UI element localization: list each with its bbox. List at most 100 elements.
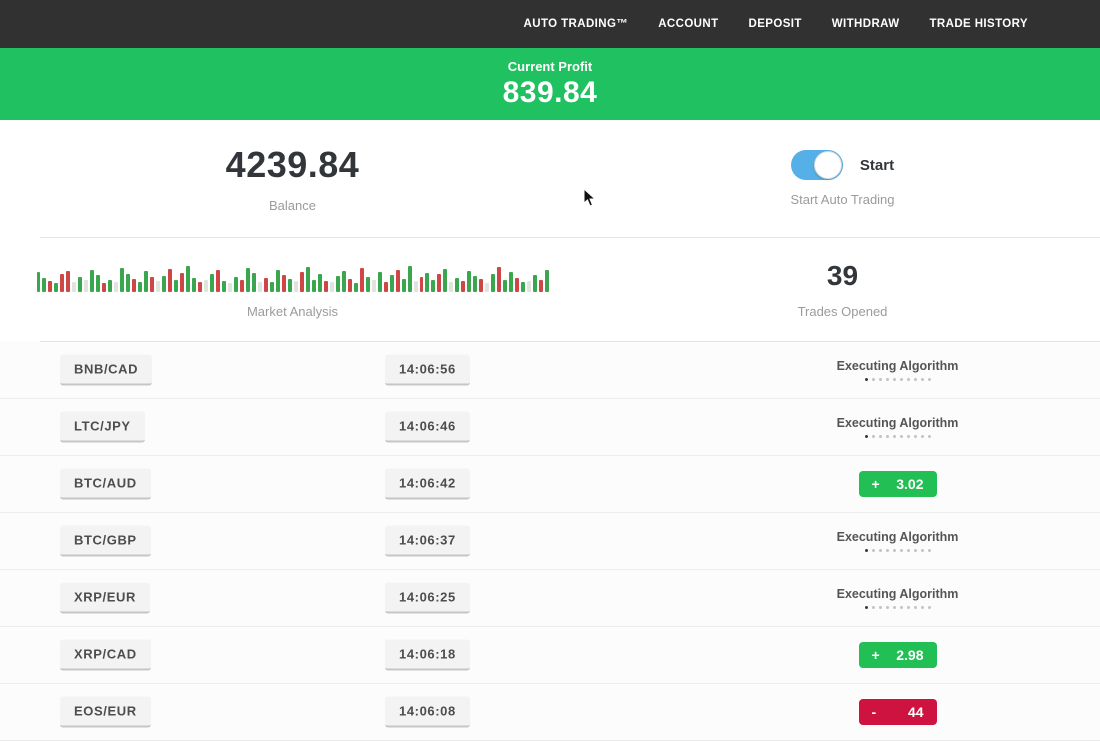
current-profit-banner: Current Profit 839.84 bbox=[0, 48, 1100, 120]
progress-dot bbox=[892, 606, 896, 609]
chart-bar bbox=[359, 268, 364, 292]
progress-dot bbox=[927, 606, 931, 609]
chart-bar bbox=[72, 282, 77, 292]
chart-bar bbox=[60, 274, 65, 292]
progress-dot bbox=[878, 606, 882, 609]
progress-dot bbox=[920, 378, 924, 381]
trade-time-badge: 14:06:56 bbox=[385, 354, 470, 386]
nav-item-account[interactable]: ACCOUNT bbox=[658, 18, 719, 30]
chart-bar bbox=[431, 280, 436, 292]
progress-dot bbox=[927, 549, 931, 552]
chart-bar bbox=[365, 277, 370, 292]
trade-pair-badge: BTC/GBP bbox=[60, 525, 151, 557]
chart-bar bbox=[228, 283, 232, 292]
trades-opened-block: 39 Trades Opened bbox=[585, 238, 1100, 341]
chart-bar bbox=[521, 282, 526, 292]
chart-bar bbox=[299, 272, 304, 292]
executing-algorithm-label: Executing Algorithm bbox=[836, 416, 959, 430]
progress-dot bbox=[864, 549, 868, 552]
chart-bar bbox=[144, 271, 149, 292]
chart-bar bbox=[198, 282, 203, 292]
progress-dot bbox=[871, 606, 875, 609]
result-sign: - bbox=[871, 704, 877, 720]
nav-item-withdraw[interactable]: WITHDRAW bbox=[831, 18, 900, 30]
trade-status-cell: Executing Algorithm bbox=[790, 587, 1005, 609]
chart-bar bbox=[186, 266, 191, 292]
progress-dot bbox=[920, 549, 924, 552]
progress-dot bbox=[864, 606, 868, 609]
chart-bar bbox=[455, 278, 460, 292]
trade-row: BNB/CAD 14:06:56 Executing Algorithm bbox=[0, 342, 1100, 399]
result-amount: 2.98 bbox=[896, 647, 924, 663]
chart-bar bbox=[317, 274, 322, 292]
chart-bar bbox=[233, 277, 238, 292]
chart-bar bbox=[180, 273, 185, 292]
chart-bar bbox=[377, 272, 382, 292]
progress-dot bbox=[913, 435, 917, 438]
chart-bar bbox=[36, 272, 41, 292]
trades-list: BNB/CAD 14:06:56 Executing Algorithm LTC/JP… bbox=[0, 342, 1100, 741]
chart-bar bbox=[204, 280, 209, 292]
chart-bar bbox=[527, 281, 532, 292]
current-profit-label: Current Profit bbox=[507, 58, 593, 74]
nav-item-auto-trading[interactable]: AUTO TRADING™ bbox=[523, 18, 629, 30]
chart-bar bbox=[311, 280, 316, 292]
chart-bar bbox=[395, 270, 400, 292]
loss-badge: - 44 bbox=[858, 699, 937, 725]
trade-pair-badge: BNB/CAD bbox=[60, 354, 153, 386]
nav-item-deposit[interactable]: DEPOSIT bbox=[748, 18, 802, 30]
auto-trading-block: Start Start Auto Trading bbox=[585, 120, 1100, 237]
market-analysis-chart bbox=[36, 260, 550, 292]
progress-dot bbox=[878, 435, 882, 438]
market-analysis-section: Market Analysis 39 Trades Opened bbox=[0, 238, 1100, 341]
chart-bar bbox=[114, 282, 119, 292]
trade-time-badge: 14:06:25 bbox=[385, 582, 470, 614]
trade-pair-badge: XRP/EUR bbox=[60, 582, 150, 614]
trade-time-badge: 14:06:42 bbox=[385, 468, 470, 500]
chart-bar bbox=[239, 280, 244, 292]
result-amount: 44 bbox=[907, 704, 924, 720]
nav-item-trade-history[interactable]: TRADE HISTORY bbox=[929, 18, 1028, 30]
progress-dot bbox=[885, 435, 889, 438]
progress-dots bbox=[864, 549, 931, 552]
chart-bar bbox=[485, 283, 490, 292]
balance-block: 4239.84 Balance bbox=[0, 120, 585, 237]
chart-bar bbox=[192, 278, 197, 292]
trade-time-badge: 14:06:46 bbox=[385, 411, 470, 443]
chart-bar bbox=[216, 270, 221, 292]
result-amount: 3.02 bbox=[896, 476, 924, 492]
progress-dot bbox=[864, 378, 868, 381]
executing-algorithm-label: Executing Algorithm bbox=[836, 587, 959, 601]
chart-bar bbox=[401, 279, 406, 292]
chart-bar bbox=[539, 280, 544, 292]
result-sign: + bbox=[871, 647, 880, 663]
chart-bar bbox=[126, 274, 131, 292]
progress-dot bbox=[899, 435, 903, 438]
chart-bar bbox=[263, 278, 268, 292]
trades-opened-label: Trades Opened bbox=[797, 304, 888, 319]
progress-dot bbox=[913, 378, 917, 381]
chart-bar bbox=[497, 267, 502, 292]
chart-bar bbox=[120, 268, 125, 292]
progress-dot bbox=[871, 378, 875, 381]
trade-status-cell: Executing Algorithm bbox=[790, 359, 1005, 381]
chart-bar bbox=[491, 274, 496, 292]
chart-bar bbox=[335, 276, 340, 292]
balance-label: Balance bbox=[269, 198, 316, 213]
trade-status-cell: Executing Algorithm bbox=[790, 416, 1005, 438]
trades-opened-value: 39 bbox=[826, 260, 859, 291]
start-auto-trading-toggle[interactable] bbox=[790, 150, 843, 180]
chart-bar bbox=[168, 269, 173, 292]
progress-dot bbox=[871, 549, 875, 552]
balance-value: 4239.84 bbox=[225, 144, 360, 185]
chart-bar bbox=[509, 272, 514, 292]
trade-row: LTC/JPY 14:06:46 Executing Algorithm bbox=[0, 399, 1100, 456]
chart-bar bbox=[425, 273, 430, 292]
progress-dot bbox=[892, 435, 896, 438]
trade-status-cell: - 44 bbox=[790, 699, 1005, 725]
chart-bar bbox=[132, 279, 137, 292]
progress-dots bbox=[864, 435, 931, 438]
result-sign: + bbox=[871, 476, 880, 492]
chart-bar bbox=[473, 276, 478, 292]
